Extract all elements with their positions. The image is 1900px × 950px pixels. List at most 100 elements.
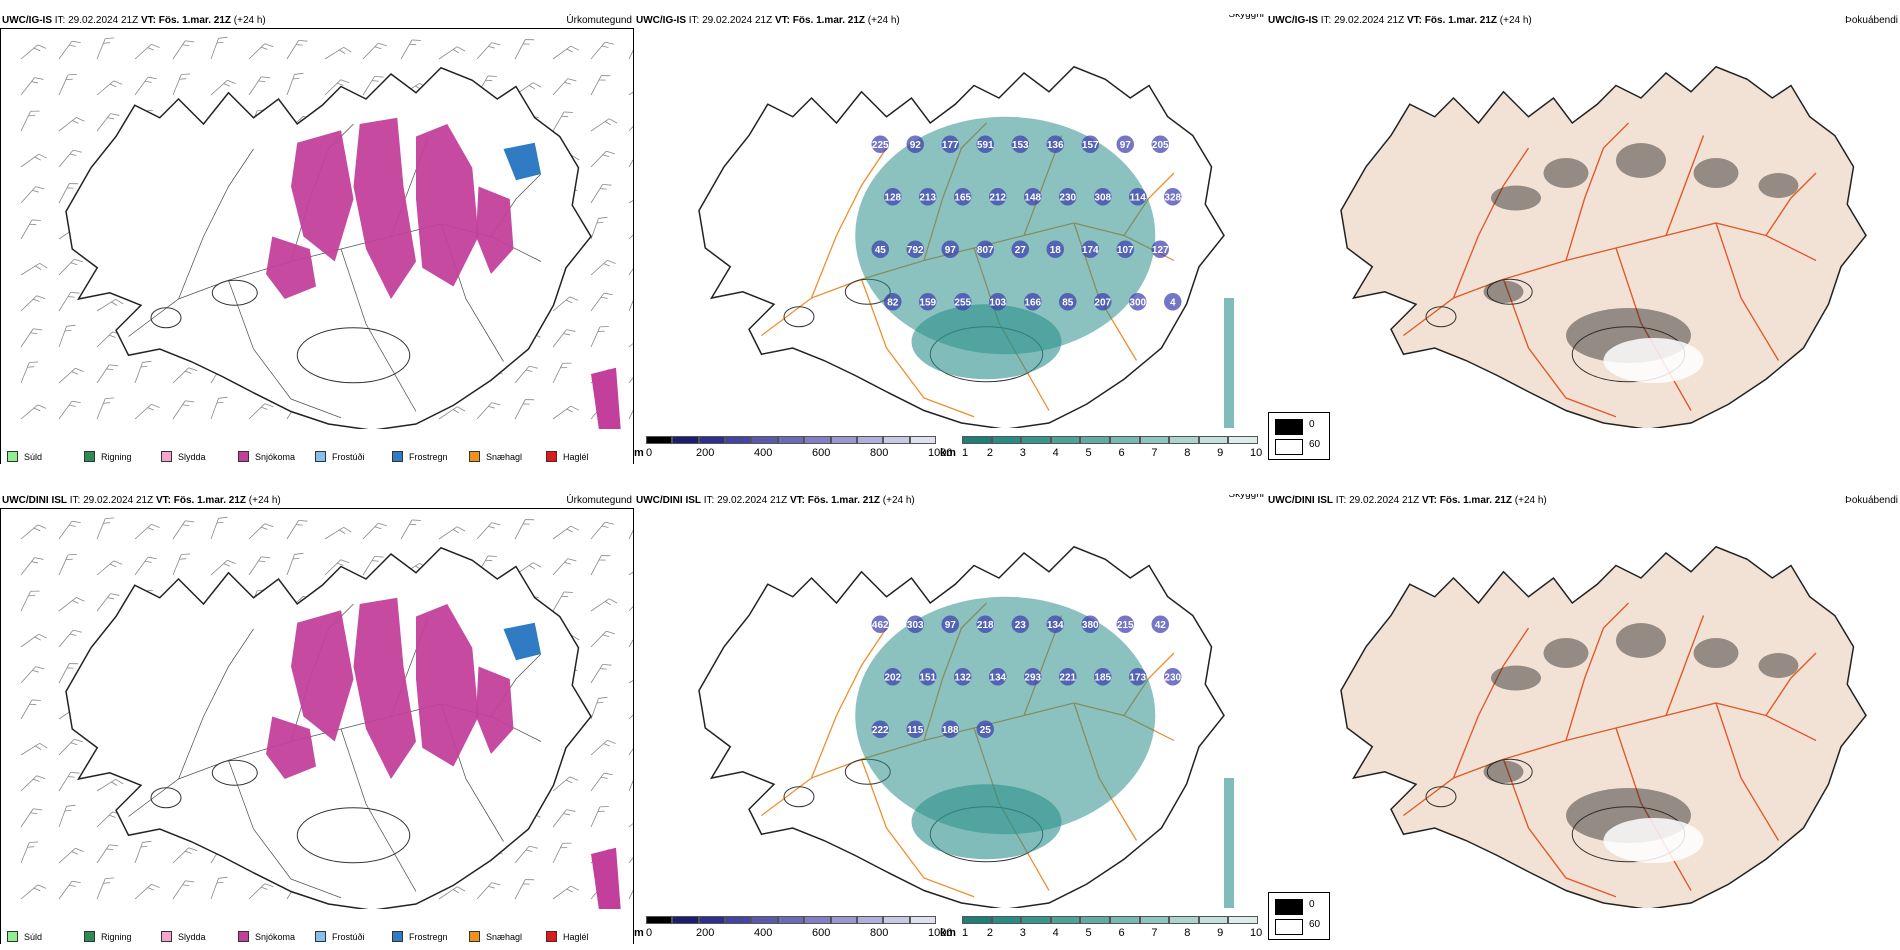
valid-time: Fös. 1.mar. 21Z xyxy=(807,495,881,506)
colorbar-tick-label: 6 xyxy=(1118,927,1125,939)
iceland-map-group xyxy=(65,546,621,909)
colorbar-tick-label: 7 xyxy=(1151,447,1158,459)
freezing-rain-area xyxy=(503,142,541,181)
iceland-coastline xyxy=(1340,545,1867,908)
fog-map xyxy=(1340,65,1867,428)
precip-legend-item: Rigning xyxy=(84,931,132,943)
model-name: UWC/DINI ISL xyxy=(1268,495,1333,506)
fog-indicator-area xyxy=(1758,653,1799,678)
elevation-marker xyxy=(976,135,994,153)
wind-barb xyxy=(476,882,501,900)
colorbar-segment xyxy=(883,436,910,444)
elevation-marker xyxy=(976,240,994,258)
model-name: UWC/IG-IS xyxy=(2,15,52,26)
it-label: IT: xyxy=(54,15,66,26)
wind-barb xyxy=(20,633,47,648)
wind-barb xyxy=(58,149,82,168)
elevation-label: 107 xyxy=(1117,245,1134,256)
colorbar-segment xyxy=(1080,436,1110,444)
colorbar-segment xyxy=(698,436,726,444)
elevation-label: 42 xyxy=(1155,620,1167,631)
colorbar-segment xyxy=(751,916,778,924)
wind-barb xyxy=(590,598,618,612)
wind-barb xyxy=(20,666,45,684)
precip-legend-label: Slydda xyxy=(178,452,206,462)
wind-barb xyxy=(438,526,466,540)
colorbar-tick-label: 2 xyxy=(986,927,993,939)
precip-legend-swatch xyxy=(238,931,249,943)
fog-legend-label-0: 0 xyxy=(1309,419,1315,430)
wind-barb xyxy=(172,400,195,420)
wind-barb xyxy=(20,295,46,312)
colorbar-tick-label: 800 xyxy=(870,927,889,939)
glacier-outline xyxy=(296,807,411,864)
colorbar-tick-label: 3 xyxy=(1019,927,1026,939)
wind-barb xyxy=(590,75,611,96)
wind-barb xyxy=(172,847,198,864)
wind-barb xyxy=(20,404,47,420)
fog-map xyxy=(1340,545,1867,908)
colorbar-segment xyxy=(804,916,831,924)
colorbar-tick-label: 8 xyxy=(1184,447,1191,459)
colorbar-tick-label: 0 xyxy=(646,447,653,459)
elevation-marker xyxy=(989,668,1007,686)
elevation-label: 221 xyxy=(1059,673,1076,684)
colorbar-segment xyxy=(1080,916,1110,924)
precip-legend-swatch xyxy=(469,451,480,463)
visibility-colorbar: km 1 2 3 4 5 6 7 8 9 10 xyxy=(940,914,1266,942)
colorbar-segment xyxy=(856,916,884,924)
wind-barb xyxy=(552,525,579,540)
colorbar-segment xyxy=(962,916,992,924)
elevation-marker xyxy=(941,720,959,738)
wind-barb xyxy=(20,77,44,96)
wind-barb xyxy=(514,879,535,900)
elevation-label: 212 xyxy=(989,193,1006,204)
fog-indicator-area xyxy=(1693,158,1739,188)
elevation-colorbar: m 0 200 400 600 800 1000 xyxy=(634,914,952,942)
colorbar-unit: km xyxy=(940,927,956,939)
snow-area xyxy=(416,604,479,767)
iceland-map-group: 462 303 97 218 23 134 380 215 42 202 151 132 134 293 2… xyxy=(698,545,1234,908)
colorbar-tick-label: 600 xyxy=(812,927,831,939)
elevation-marker xyxy=(1129,668,1147,686)
wind-barb xyxy=(628,519,633,540)
panel-title: Þokuábendi xyxy=(1845,15,1898,26)
colorbar-unit: m xyxy=(634,927,644,939)
elevation-marker xyxy=(1094,188,1112,206)
precip-legend-item: Snæhagl xyxy=(469,931,522,943)
precip-legend-label: Snæhagl xyxy=(486,932,523,942)
elevation-label: 127 xyxy=(1152,245,1169,256)
elevation-label: 218 xyxy=(977,620,994,631)
elevation-marker xyxy=(941,240,959,258)
wind-barb xyxy=(134,556,157,576)
colorbar-segment xyxy=(991,436,1022,444)
elevation-marker xyxy=(954,188,972,206)
colorbar-unit: km xyxy=(940,447,956,459)
elevation-marker xyxy=(884,188,902,206)
wind-barb xyxy=(590,739,616,756)
map-frame: Súld Rigning Slydda Snjókoma Frostúði Frostre… xyxy=(0,28,634,464)
elevation-marker xyxy=(906,720,924,738)
precip-legend-item: Snjókoma xyxy=(238,451,295,463)
fog-indicator-area xyxy=(1693,638,1739,668)
snow-area xyxy=(291,130,354,262)
elevation-label: 591 xyxy=(977,140,994,151)
glacier-outline xyxy=(1425,306,1457,328)
precip-legend-label: Frostúði xyxy=(332,932,365,942)
wind-barb xyxy=(476,402,501,420)
wind-barb xyxy=(96,877,115,900)
wind-barb xyxy=(628,770,633,792)
wind-barb xyxy=(58,74,77,96)
wind-barb xyxy=(552,558,577,576)
wind-barb xyxy=(362,42,387,60)
elevation-label: 128 xyxy=(884,193,901,204)
init-time: 29.02.2024 21Z xyxy=(702,15,773,26)
colorbar-tick-label: 400 xyxy=(754,927,773,939)
wind-barb xyxy=(58,629,82,648)
wind-barb xyxy=(58,291,80,312)
elevation-marker xyxy=(1024,293,1042,311)
elevation-marker xyxy=(1116,615,1134,633)
elevation-marker xyxy=(1046,240,1064,258)
wind-barb xyxy=(552,591,573,612)
panel-header: UWC/IG-IS IT: 29.02.2024 21Z VT: Fös. 1.… xyxy=(634,14,1266,28)
